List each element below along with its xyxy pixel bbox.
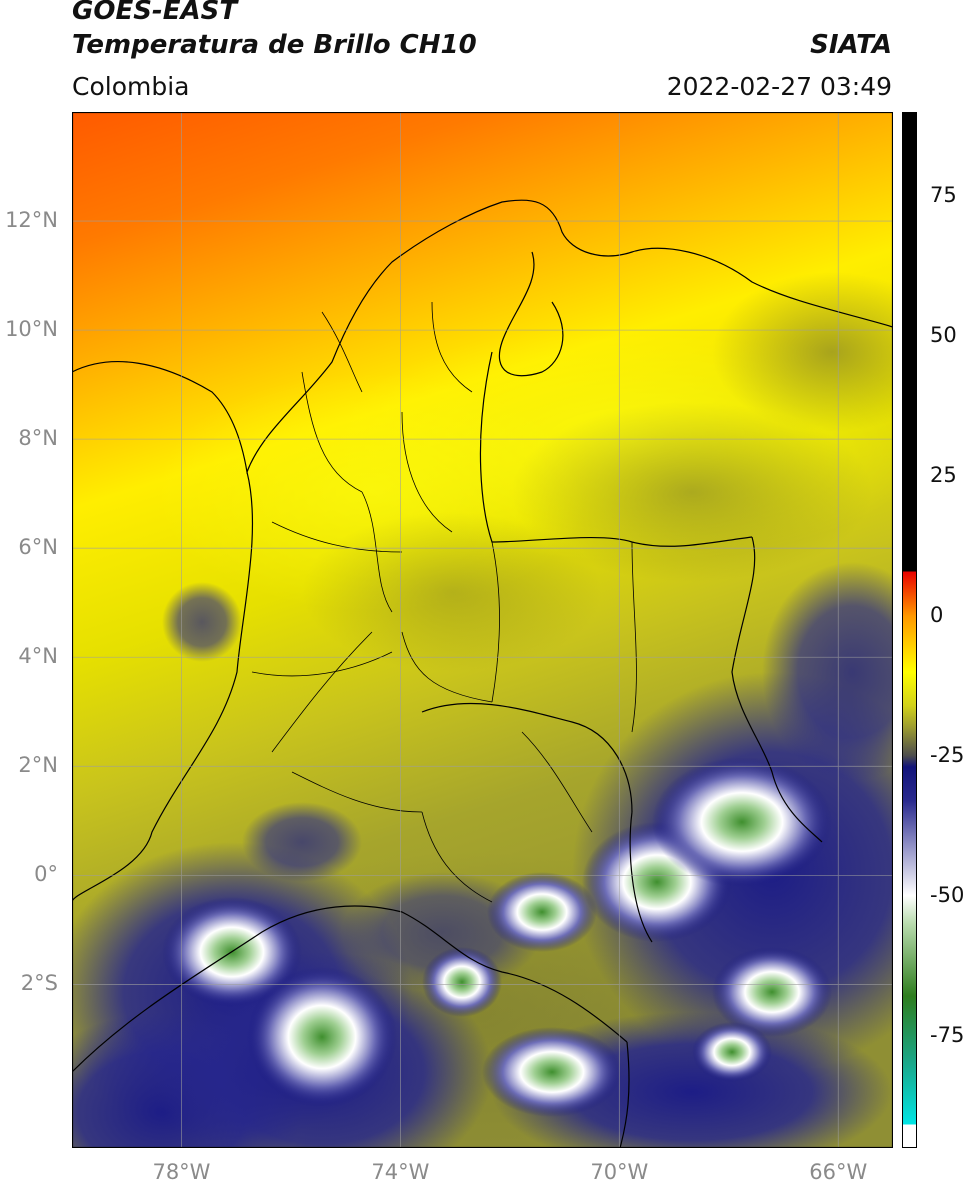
latitude-label: 10°N — [5, 317, 58, 342]
latitude-label: 2°N — [18, 753, 58, 778]
longitude-label: 74°W — [371, 1160, 430, 1184]
colorbar-tick-label: 75 — [930, 183, 957, 207]
colorbar-tick-label: 25 — [930, 463, 957, 487]
datetime-label: 2022-02-27 03:49 — [666, 72, 892, 101]
colorbar-tick-label: 50 — [930, 323, 957, 347]
colorbar-tick-label: -75 — [930, 1023, 965, 1047]
colorbar-tick-label: 0 — [930, 603, 944, 627]
product-title: Temperatura de Brillo CH10 — [72, 30, 477, 60]
temperature-colorbar — [902, 112, 917, 1148]
latitude-label: 6°N — [18, 535, 58, 560]
longitude-label: 70°W — [590, 1160, 649, 1184]
map-frame — [72, 112, 893, 1148]
latitude-label: 2°S — [20, 971, 58, 996]
latitude-label: 0° — [34, 862, 58, 887]
latitude-label: 8°N — [18, 426, 58, 451]
colorbar-tick-label: -50 — [930, 883, 965, 907]
colorbar-tick-label: -25 — [930, 743, 965, 767]
latitude-label: 12°N — [5, 208, 58, 233]
brightness-temperature-image — [72, 112, 893, 1148]
satellite-title: GOES-EAST — [72, 0, 238, 26]
region-label: Colombia — [72, 72, 190, 101]
longitude-label: 78°W — [152, 1160, 211, 1184]
longitude-label: 66°W — [809, 1160, 868, 1184]
latitude-label: 4°N — [18, 644, 58, 669]
organization-label: SIATA — [810, 30, 892, 60]
satellite-map — [72, 112, 893, 1148]
